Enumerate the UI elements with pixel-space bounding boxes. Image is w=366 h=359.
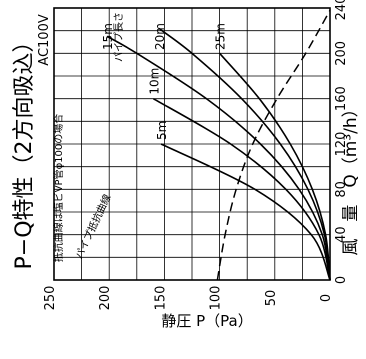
x-tick-label: 80: [334, 181, 349, 198]
y-tick-label: 250: [43, 286, 58, 311]
series-label: 5m: [155, 121, 169, 140]
y-tick-label: 100: [209, 286, 224, 311]
x-tick-label: 0: [334, 276, 349, 284]
y-tick-label: 50: [264, 290, 279, 307]
series-label: 15m: [101, 23, 115, 50]
x-tick-label: 240: [334, 0, 349, 20]
plot-frame: [53, 7, 331, 281]
x-tick-label: 120: [334, 132, 349, 157]
resistance-curve: [218, 52, 331, 281]
chart-title: P−Q特性（2方向吸込）: [12, 30, 37, 269]
pq-curve: [216, 9, 331, 281]
series-label: 20m: [153, 23, 167, 50]
x-tick-labels: 0 40 80 120 160 200 240: [334, 0, 349, 284]
grid-lines: [54, 8, 330, 280]
y-tick-label: 200: [98, 286, 113, 311]
resistance-curve: [160, 143, 331, 281]
resistance-curve: [158, 27, 331, 281]
chart-subtitle: AC100V: [37, 14, 52, 66]
x-tick-label: 200: [334, 41, 349, 66]
resistance-curve: [106, 35, 331, 281]
x-axis-label: 風 量 Q（m³/h）: [341, 100, 361, 255]
y-tick-label: 150: [153, 286, 168, 311]
y-tick-label: 0: [319, 294, 334, 302]
y-axis-label: 静圧 P（Pa）: [161, 312, 252, 330]
note-resistance-curve: パイプ抵抗曲線: [72, 192, 113, 261]
note-pipe-spec: 抵抗曲線は塩ビVP管φ100の場合: [52, 114, 65, 263]
series-labels: 25m 20m 15m 10m 5m: [101, 23, 228, 140]
series-label: 10m: [147, 68, 161, 95]
series-header: パイプ長さ: [113, 12, 125, 62]
resistance-curve: [152, 97, 331, 281]
series-label: 25m: [214, 23, 228, 50]
resistance-curves: [106, 27, 331, 281]
x-tick-label: 160: [334, 86, 349, 111]
x-tick-label: 40: [334, 226, 349, 243]
y-tick-labels: 0 50 100 150 200 250: [43, 286, 334, 311]
